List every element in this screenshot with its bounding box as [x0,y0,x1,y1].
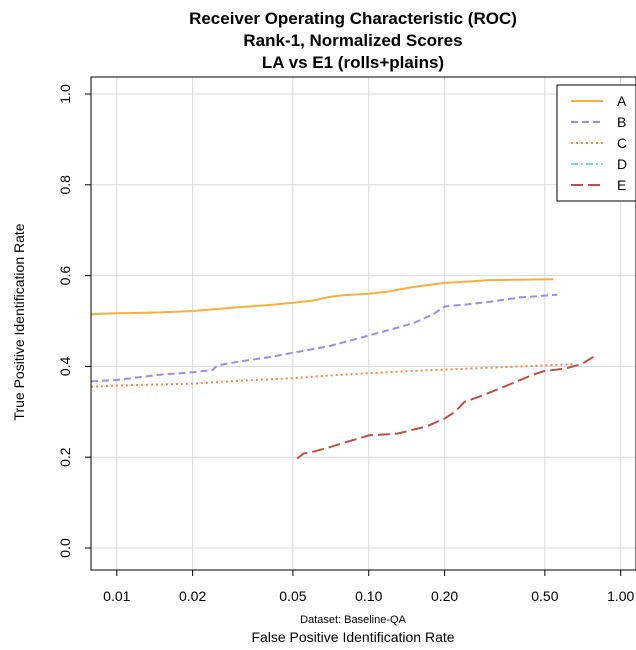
x-tick-label-3: 0.10 [355,588,382,604]
series-lines [90,278,597,460]
series-line-e [296,354,597,460]
y-axis-ticks: 0.0 0.2 0.4 0.6 0.8 1.0 [57,84,91,558]
legend-label-b: B [617,114,626,130]
x-tick-label-1: 0.02 [179,588,206,604]
chart-title-line-2: Rank-1, Normalized Scores [243,31,462,50]
y-tick-label-2: 0.4 [57,356,73,376]
plot-frame [90,76,636,571]
x-tick-label-5: 0.50 [531,588,558,604]
y-tick-label-1: 0.2 [57,447,73,467]
dataset-note: Dataset: Baseline-QA [300,614,406,626]
y-tick-label-3: 0.6 [57,266,73,286]
chart-title-line-3: LA vs E1 (rolls+plains) [262,53,444,72]
x-axis-ticks: 0.01 0.02 0.05 0.10 0.20 0.50 1.00 [103,570,635,604]
series-line-a [90,278,554,316]
legend-label-c: C [617,135,627,151]
chart-title-line-1: Receiver Operating Characteristic (ROC) [189,9,517,28]
legend-label-e: E [617,177,626,193]
x-axis-label: False Positive Identification Rate [251,629,454,645]
y-tick-label-5: 1.0 [57,84,73,104]
y-tick-label-4: 0.8 [57,175,73,195]
y-axis-label: True Positive Identification Rate [11,223,27,420]
series-line-c [90,363,576,388]
x-tick-label-0: 0.01 [103,588,130,604]
grid-lines [91,77,636,570]
series-line-b [90,293,558,383]
legend-label-d: D [617,156,627,172]
y-tick-label-0: 0.0 [57,538,73,558]
x-tick-label-2: 0.05 [279,588,306,604]
legend-label-a: A [617,93,627,109]
x-tick-label-6: 1.00 [607,588,634,604]
x-tick-label-4: 0.20 [431,588,458,604]
